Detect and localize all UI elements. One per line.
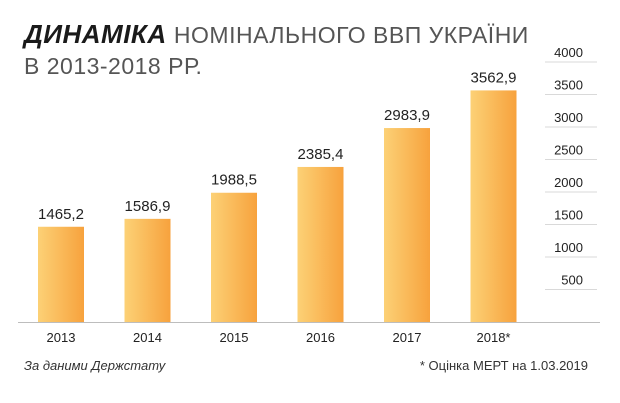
y-tick-label: 2000 (554, 175, 583, 190)
y-tick-label: 500 (561, 273, 583, 288)
footnote: * Оцінка МЕРТ на 1.03.2019 (419, 358, 588, 373)
y-tick-label: 4000 (554, 45, 583, 60)
bar (124, 218, 171, 322)
bar (38, 226, 84, 322)
y-tick-label: 3000 (554, 110, 583, 125)
chart-title: ДИНАМІКА НОМІНАЛЬНОГО ВВП УКРАЇНИ В 2013… (24, 18, 529, 81)
title-bold-word: ДИНАМІКА (24, 19, 167, 49)
x-tick-label: 2018* (477, 330, 511, 345)
x-tick-label: 2015 (220, 330, 249, 345)
title-line-1: ДИНАМІКА НОМІНАЛЬНОГО ВВП УКРАЇНИ (24, 18, 529, 51)
bar (297, 166, 344, 322)
title-line-2: В 2013-2018 РР. (24, 53, 203, 79)
bar-value-label: 1465,2 (38, 206, 84, 223)
bar (211, 192, 257, 322)
bar-value-label: 1586,9 (125, 198, 171, 215)
x-tick-label: 2013 (47, 330, 76, 345)
x-tick-label: 2017 (393, 330, 422, 345)
bar (384, 128, 430, 322)
x-tick-label: 2014 (133, 330, 162, 345)
y-tick-label: 1000 (554, 240, 583, 255)
bar-value-label: 3562,9 (471, 69, 517, 86)
source-note: За даними Держстату (24, 358, 166, 373)
y-tick-label: 3500 (554, 78, 583, 93)
bar-value-label: 2983,9 (384, 107, 430, 124)
bar-value-label: 2385,4 (298, 146, 344, 163)
bar-value-label: 1988,5 (211, 172, 257, 189)
x-tick-label: 2016 (306, 330, 335, 345)
title-rest: НОМІНАЛЬНОГО ВВП УКРАЇНИ (173, 22, 529, 48)
bar (470, 90, 517, 322)
y-tick-label: 2500 (554, 143, 583, 158)
y-tick-label: 1500 (554, 208, 583, 223)
